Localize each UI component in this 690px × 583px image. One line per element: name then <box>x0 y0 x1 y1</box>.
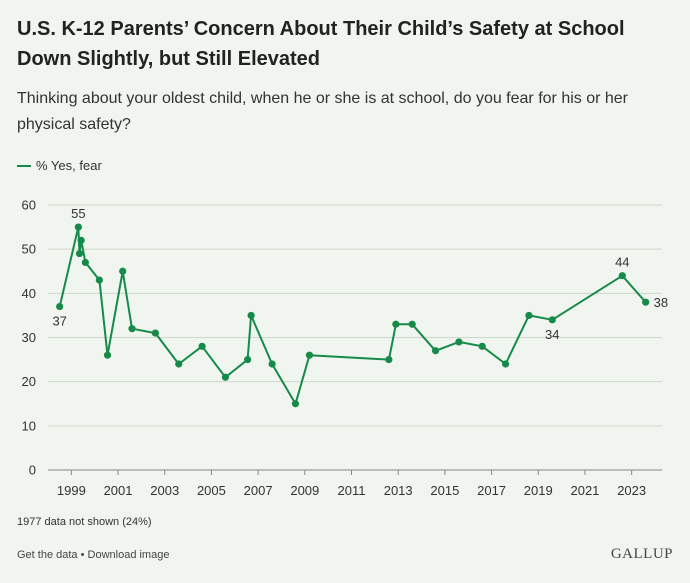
data-point-10 <box>175 360 183 368</box>
data-label-0: 37 <box>52 314 66 329</box>
data-label-26: 34 <box>545 327 559 342</box>
data-point-9 <box>151 329 159 337</box>
y-tick-label-10: 10 <box>22 418 36 433</box>
data-point-27 <box>618 272 626 280</box>
data-label-28: 38 <box>654 295 668 310</box>
line-chart: 0 10 20 30 40 50 60 1999 2001 2003 2005 2007 2009 201… <box>22 198 669 499</box>
data-point-1 <box>74 223 82 231</box>
x-tick-label-2007: 2007 <box>244 483 273 498</box>
legend-label-yes-fear: % Yes, fear <box>36 158 102 173</box>
data-point-17 <box>305 351 314 359</box>
data-point-21 <box>431 347 440 355</box>
data-point-26 <box>548 316 556 324</box>
data-point-18 <box>385 355 393 364</box>
x-tick-label-2023: 2023 <box>617 483 646 498</box>
chart-legend: % Yes, fear <box>17 158 102 173</box>
data-point-15 <box>268 360 276 368</box>
gallup-logo: GALLUP <box>610 546 673 562</box>
x-tick-label-2001: 2001 <box>104 483 133 498</box>
y-tick-label-20: 20 <box>22 374 36 389</box>
y-tick-label-60: 60 <box>22 198 36 213</box>
data-point-23 <box>478 342 486 350</box>
x-tick-label-2005: 2005 <box>197 483 226 498</box>
data-point-12 <box>221 373 230 381</box>
data-point-11 <box>198 342 206 350</box>
data-point-2 <box>75 249 84 258</box>
data-point-13 <box>244 355 252 364</box>
data-point-3 <box>77 236 85 244</box>
chart-subtitle: Thinking about your oldest child, when h… <box>17 90 629 133</box>
data-point-0 <box>56 302 64 311</box>
data-label-27: 44 <box>615 255 629 270</box>
x-tick-label-1999: 1999 <box>57 483 86 498</box>
y-tick-label-0: 0 <box>29 463 36 478</box>
data-point-7 <box>119 267 127 275</box>
data-point-25 <box>525 311 533 320</box>
footer-separator: • <box>77 549 88 561</box>
x-tick-label-2013: 2013 <box>384 483 413 498</box>
download-image-link[interactable]: Download image <box>87 549 170 561</box>
y-tick-label-30: 30 <box>22 330 36 345</box>
data-point-4 <box>81 258 89 267</box>
data-point-16 <box>291 400 300 408</box>
x-tick-label-2017: 2017 <box>477 483 506 498</box>
y-tick-label-50: 50 <box>22 242 36 257</box>
data-point-19 <box>392 320 400 328</box>
legend-swatch-yes-fear <box>17 164 31 167</box>
data-point-20 <box>408 320 416 328</box>
data-label-1: 55 <box>71 206 85 221</box>
y-tick-label-40: 40 <box>22 286 36 301</box>
footer-links: Get the data • Download image <box>17 549 169 561</box>
data-point-24 <box>501 360 510 368</box>
data-point-5 <box>95 276 103 284</box>
chart-footnote: 1977 data not shown (24%) <box>17 516 152 528</box>
data-point-14 <box>247 311 255 320</box>
data-point-8 <box>128 325 136 333</box>
x-tick-label-2009: 2009 <box>290 483 319 498</box>
x-tick-label-2021: 2021 <box>570 483 599 498</box>
x-tick-label-2019: 2019 <box>524 483 553 498</box>
data-point-28 <box>642 298 650 306</box>
data-point-22 <box>455 338 463 346</box>
series-line-0 <box>58 226 647 405</box>
x-tick-label-2011: 2011 <box>338 483 366 498</box>
chart-title: U.S. K-12 Parents’ Concern About Their C… <box>17 18 625 70</box>
x-tick-label-2015: 2015 <box>430 483 459 498</box>
data-point-6 <box>103 351 112 359</box>
get-data-link[interactable]: Get the data <box>17 549 78 561</box>
x-tick-label-2003: 2003 <box>150 483 179 498</box>
